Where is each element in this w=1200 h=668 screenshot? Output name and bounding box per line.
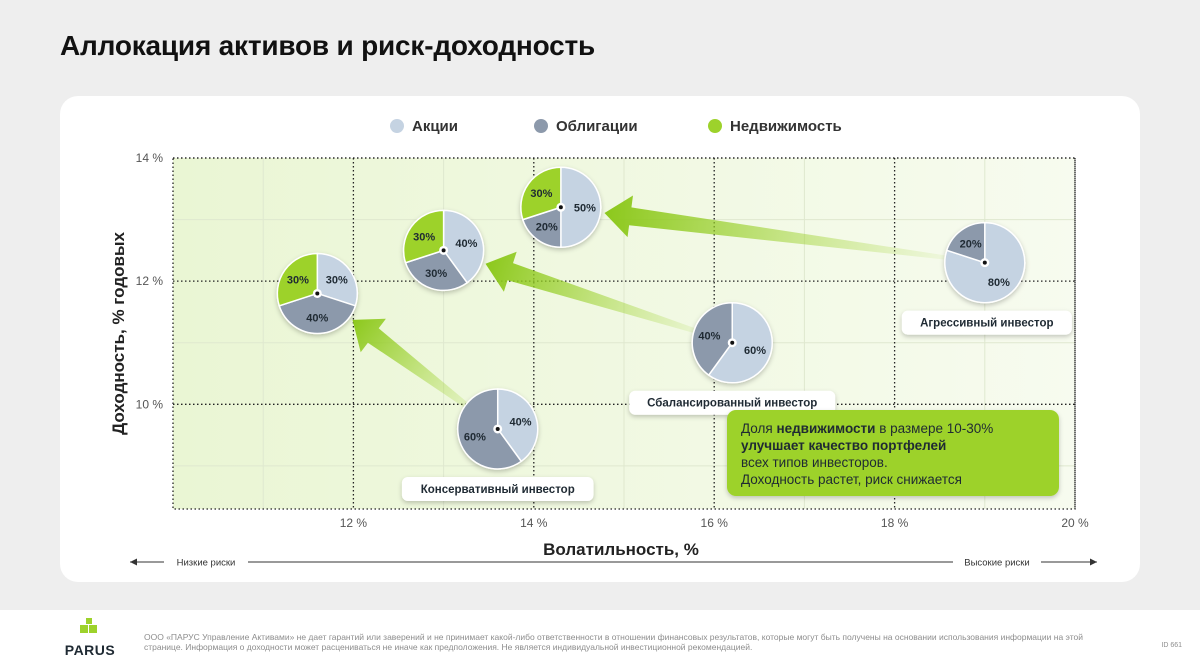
pie-slice [691, 301, 733, 377]
legend-item: Облигации [534, 118, 638, 135]
pie-slice [456, 388, 523, 470]
legend-label: Недвижимость [730, 118, 842, 135]
pie-slice [442, 209, 485, 284]
x-tick-label: 12 % [340, 516, 368, 530]
legend-label: Облигации [556, 118, 638, 135]
y-tick-label: 10 % [136, 397, 164, 411]
pie-slice-label: 20% [536, 222, 558, 234]
pie-marker [276, 252, 358, 335]
investor-label-badge [629, 390, 836, 415]
pie-slice-label: 30% [530, 188, 552, 200]
callout-line-4: Доходность растет, риск снижается [741, 472, 962, 487]
plot-frame [172, 157, 1076, 510]
logo-text: PARUS [64, 642, 116, 658]
pie-slice-label: 30% [425, 268, 447, 280]
page-title: Аллокация активов и риск-доходность [60, 30, 596, 61]
pie-slice-label: 40% [455, 238, 477, 250]
legend-item: Недвижимость [708, 118, 842, 135]
pie-slice-label: 40% [698, 330, 720, 342]
footer: PARUS ООО «ПАРУС Управление Активами» не… [0, 610, 1200, 668]
arrow-right-icon [1090, 558, 1097, 566]
pie-slice-label: 30% [287, 274, 309, 286]
pie-marker [520, 166, 602, 249]
investor-label: Агрессивный инвестор [920, 318, 1053, 330]
pie-slice-label: 30% [326, 274, 348, 286]
investor-label-badge [401, 476, 594, 501]
y-tick-label: 12 % [136, 274, 164, 288]
high-risk-label: Высокие риски [964, 558, 1030, 569]
pie-slice-label: 20% [960, 238, 982, 250]
logo-mark-icon [80, 618, 97, 633]
pie-slice-label: 60% [744, 345, 766, 357]
callout-box [727, 410, 1059, 496]
arrow-left-icon [130, 558, 137, 566]
investor-label: Консервативный инвестор [421, 484, 575, 496]
transition-arrow-icon [604, 195, 974, 263]
transition-arrow-icon [352, 318, 490, 423]
y-tick-label: 14 % [136, 151, 164, 165]
x-tick-label: 20 % [1061, 516, 1089, 530]
investor-label-badge [901, 310, 1072, 335]
pie-marker [456, 388, 539, 470]
parus-logo: PARUS [60, 618, 120, 662]
pie-slice [316, 252, 358, 307]
x-tick-label: 18 % [881, 516, 909, 530]
pie-center-dot-icon [441, 248, 446, 253]
x-tick-label: 16 % [701, 516, 729, 530]
legend-item: Акции [390, 118, 458, 135]
pie-slice [402, 209, 445, 264]
pie-slice [276, 252, 319, 307]
legend-swatch-icon [390, 119, 404, 133]
disclaimer-text: ООО «ПАРУС Управление Активами» не дает … [144, 632, 1083, 652]
pie-slice-label: 40% [510, 417, 532, 429]
low-risk-label: Низкие риски [177, 558, 236, 569]
callout-line-1: Доля недвижимости в размере 10-30% [741, 421, 993, 436]
chart-card: 12 % 14 % 16 % 18 % 20 % 10 % 12 % 14 % Волатиль… [60, 96, 1140, 582]
transition-arrow-icon [485, 251, 722, 341]
pie-slice [520, 166, 562, 221]
pie-marker [402, 209, 485, 292]
pie-center-dot-icon [730, 340, 735, 345]
pie-center-dot-icon [315, 291, 320, 296]
pie-center-dot-icon [495, 426, 500, 431]
y-axis-title: Доходность, % годовых [109, 232, 128, 435]
pie-slice [278, 292, 357, 335]
x-tick-label: 14 % [520, 516, 548, 530]
callout-line-2: улучшает качество портфелей [741, 438, 946, 453]
risk-return-chart: 12 % 14 % 16 % 18 % 20 % 10 % 12 % 14 % Волатиль… [109, 118, 1097, 569]
pie-slice-label: 30% [413, 231, 435, 243]
legend-label: Акции [412, 118, 458, 135]
x-axis-title: Волатильность, % [543, 540, 699, 559]
pie-slice [404, 249, 469, 292]
pie-slice [496, 388, 539, 463]
document-id: ID 661 [1161, 642, 1182, 649]
legend-swatch-icon [708, 119, 722, 133]
pie-slice-label: 50% [574, 202, 596, 214]
pie-center-dot-icon [982, 260, 987, 265]
pie-slice [560, 166, 602, 249]
pie-slice-label: 40% [306, 312, 328, 324]
investor-label: Сбалансированный инвестор [647, 398, 817, 410]
pie-slice [945, 221, 986, 264]
pie-marker [691, 301, 773, 384]
legend-swatch-icon [534, 119, 548, 133]
pie-center-dot-icon [558, 205, 563, 210]
callout-line-3: всех типов инвесторов. [741, 455, 888, 470]
pie-slice-label: 60% [464, 431, 486, 443]
pie-slice-label: 80% [988, 277, 1010, 289]
pie-slice [707, 301, 773, 384]
